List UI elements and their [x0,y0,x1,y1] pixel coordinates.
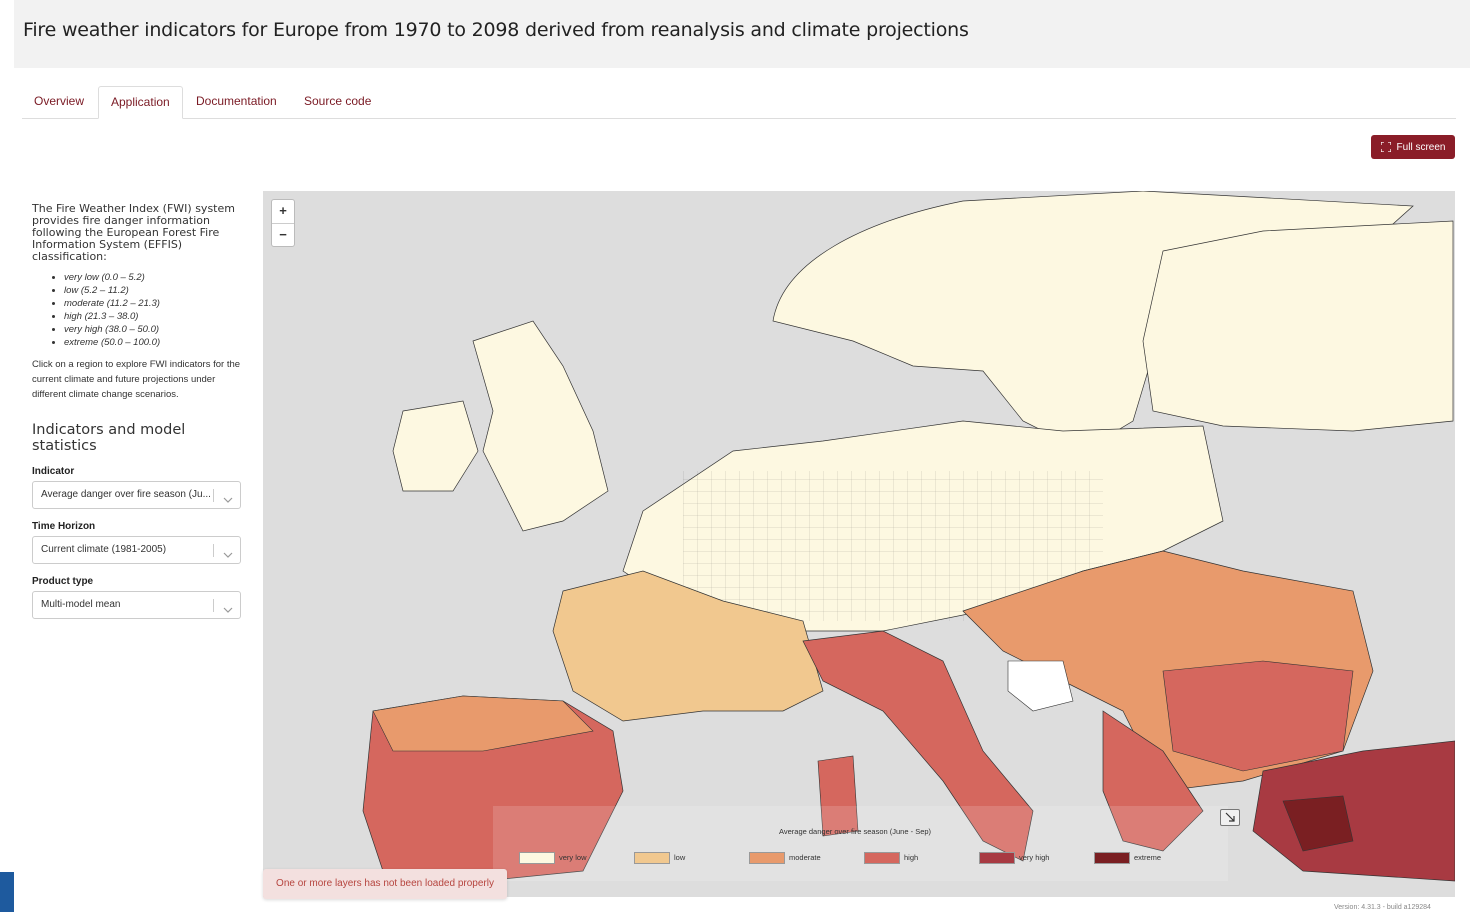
map-layer[interactable] [263,191,1455,897]
legend-title: Average danger over fire season (June - … [779,827,932,836]
zoom-out-button[interactable]: − [279,227,287,242]
region-bosnia [1007,660,1074,712]
legend-swatch [979,852,1015,864]
tab-overview[interactable]: Overview [34,94,85,108]
region-france [552,570,824,722]
tab-documentation[interactable]: Documentation [196,94,277,108]
legend-label: moderate [789,853,821,862]
resize-icon[interactable] [1220,809,1240,826]
tab-source-code[interactable]: Source code [304,94,372,108]
intro-text: The Fire Weather Index (FWI) system prov… [32,202,235,263]
expand-icon [1380,142,1391,152]
legend-label: extreme [1134,853,1162,862]
level-item: moderate (11.2 – 21.3) [64,297,244,310]
edge-widget [0,872,14,912]
legend-label: very high [1019,853,1050,862]
version-text: Version: 4.31.3 - build a129284 [1334,904,1431,911]
indicator-value: Average danger over fire season (Ju... [41,489,211,500]
map-view[interactable]: + − Average danger over fire season (Jun… [263,191,1455,897]
zoom-in-button[interactable]: + [272,200,294,224]
fullscreen-button[interactable]: Full screen [1371,135,1455,159]
region-sardinia [817,755,859,837]
select-separator [213,599,214,612]
chevron-down-icon [223,490,233,503]
region-iberia-north [372,695,594,752]
level-item: very low (0.0 – 5.2) [64,271,244,284]
fullscreen-label: Full screen [1396,141,1446,153]
click-instructions: Click on a region to explore FWI indicat… [32,359,241,400]
level-item: high (21.3 – 38.0) [64,310,244,323]
region-uk [472,320,609,532]
level-item: extreme (50.0 – 100.0) [64,336,244,349]
time-horizon-label: Time Horizon [32,521,96,532]
page-title: Fire weather indicators for Europe from … [23,19,969,41]
level-list: very low (0.0 – 5.2) low (5.2 – 11.2) mo… [32,271,244,349]
region-turkey-west [1282,795,1354,852]
legend-swatch [519,852,555,864]
chevron-down-icon [223,545,233,558]
product-type-value: Multi-model mean [41,599,121,610]
level-item: low (5.2 – 11.2) [64,284,244,297]
page-header: Fire weather indicators for Europe from … [14,0,1470,68]
layer-warning: One or more layers has not been loaded p… [263,869,507,899]
select-separator [213,489,214,502]
legend-label: high [904,853,919,862]
select-separator [213,544,214,557]
legend-label: low [674,853,686,862]
region-italy [802,630,1034,862]
product-type-label: Product type [32,576,94,587]
zoom-control: + − [271,199,295,247]
region-northeast [1142,220,1454,432]
legend-swatch [1094,852,1130,864]
section-title: Indicators and model statistics [32,422,186,454]
chevron-down-icon [223,600,233,613]
region-greece [1102,710,1204,852]
tab-bar: Overview Application Documentation Sourc… [22,86,1456,119]
indicator-label: Indicator [32,466,75,477]
region-ireland [392,400,479,492]
indicator-select[interactable]: Average danger over fire season (Ju... [32,481,241,509]
tab-application[interactable]: Application [98,86,183,119]
region-bulgaria-romania [1162,660,1354,772]
legend-label: very low [559,853,587,862]
legend-swatch [749,852,785,864]
legend-swatch [634,852,670,864]
level-item: very high (38.0 – 50.0) [64,323,244,336]
sidebar: The Fire Weather Index (FWI) system prov… [32,203,244,619]
legend-swatch [864,852,900,864]
time-horizon-select[interactable]: Current climate (1981-2005) [32,536,241,564]
time-horizon-value: Current climate (1981-2005) [41,544,167,555]
product-type-select[interactable]: Multi-model mean [32,591,241,619]
